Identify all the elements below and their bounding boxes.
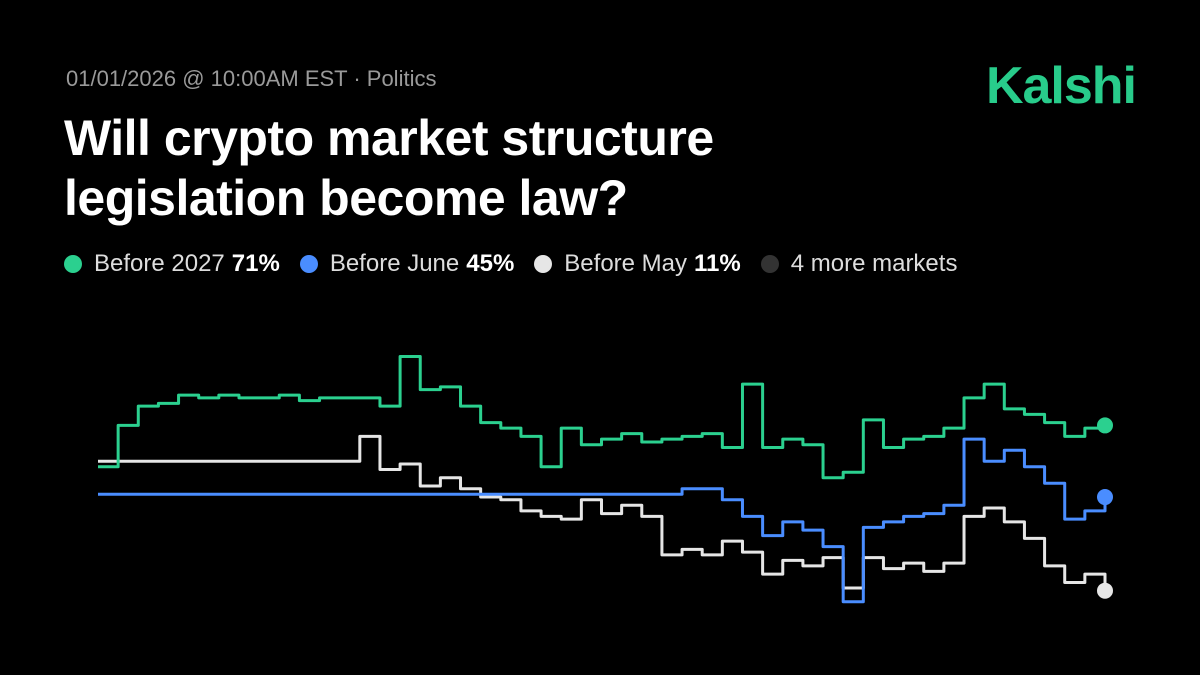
legend-label: 4 more markets bbox=[790, 250, 958, 277]
legend-dot bbox=[760, 255, 779, 273]
legend-value: 45% bbox=[466, 250, 515, 277]
legend-item: 4 more markets bbox=[760, 250, 958, 278]
legend-label: Before 2027 bbox=[94, 250, 225, 277]
legend: Before 2027 71% Before June 45% Before May 11… bbox=[64, 250, 977, 278]
legend-dot bbox=[64, 255, 82, 273]
series-line bbox=[98, 437, 1107, 604]
legend-label: Before May bbox=[564, 250, 688, 277]
series-line bbox=[98, 434, 1107, 591]
legend-dot bbox=[534, 255, 553, 273]
series-line bbox=[98, 355, 1107, 480]
legend-value: 11% bbox=[694, 250, 741, 277]
brand-logo: Kalshi bbox=[985, 57, 1137, 115]
subtitle: 01/01/2026 @ 10:00AM EST · Politics bbox=[66, 66, 437, 91]
legend-dot bbox=[299, 255, 318, 273]
end-dot bbox=[1097, 417, 1113, 434]
legend-item: Before June 45% bbox=[299, 250, 515, 278]
legend-value: 71% bbox=[231, 250, 280, 277]
legend-item: Before 2027 71% bbox=[64, 250, 280, 278]
chart-title: Will crypto market structure legislation… bbox=[64, 110, 714, 226]
legend-label: Before June bbox=[329, 250, 460, 277]
end-dot bbox=[1097, 582, 1113, 599]
legend-item: Before May 11% bbox=[534, 250, 741, 278]
end-dot bbox=[1097, 489, 1113, 506]
